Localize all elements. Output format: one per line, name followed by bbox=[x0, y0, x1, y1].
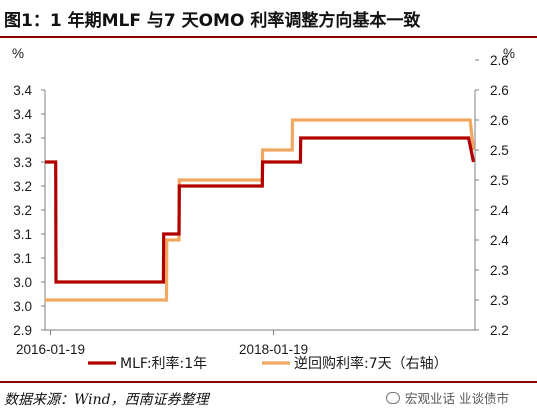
right-tick-label: 2.5 bbox=[490, 143, 509, 158]
right-tick-label: 2.6 bbox=[490, 83, 509, 98]
title-rule bbox=[0, 36, 537, 38]
series-line-reverse-repo bbox=[45, 118, 476, 302]
left-tick-label: 3.2 bbox=[13, 203, 32, 218]
right-tick-label: 2.4 bbox=[490, 203, 509, 218]
x-tick-label: 2016-01-19 bbox=[16, 342, 85, 357]
left-axis-unit: % bbox=[12, 46, 24, 61]
watermark: 宏观业话 业谈债市 bbox=[386, 388, 509, 407]
right-tick-label: 2.3 bbox=[490, 293, 509, 308]
watermark-text: 宏观业话 业谈债市 bbox=[405, 391, 509, 406]
source-rule bbox=[0, 381, 537, 383]
line-chart: % % 2.9 3.0 3.0 3.1 3.1 3.2 3.2 3.3 3.3 3.4 3.4 2.2 2.… bbox=[12, 46, 515, 372]
series-line-mlf bbox=[45, 136, 476, 284]
right-tick-label: 2.5 bbox=[490, 173, 509, 188]
right-tick-label: 2.4 bbox=[490, 233, 509, 248]
right-tick-label: 2.6 bbox=[490, 53, 509, 68]
left-tick-label: 3.1 bbox=[13, 251, 32, 266]
left-tick-label: 3.0 bbox=[13, 275, 32, 290]
legend-label: 逆回购利率:7天（右轴） bbox=[294, 355, 448, 372]
left-tick-label: 3.0 bbox=[13, 299, 32, 314]
left-tick-label: 3.4 bbox=[13, 107, 32, 122]
right-tick-label: 2.2 bbox=[490, 323, 509, 338]
source-note: 数据来源：Wind，西南证券整理 bbox=[4, 392, 209, 408]
left-tick-label: 3.2 bbox=[13, 179, 32, 194]
x-tick-label: 2018-01-19 bbox=[239, 342, 308, 357]
right-axis-unit: % bbox=[503, 46, 515, 61]
left-tick-label: 2.9 bbox=[13, 323, 32, 338]
right-tick-label: 2.3 bbox=[490, 263, 509, 278]
left-tick-label: 3.3 bbox=[13, 155, 32, 170]
figure-title: 图1：1 年期MLF 与7 天OMO 利率调整方向基本一致 bbox=[4, 11, 421, 31]
left-tick-label: 3.3 bbox=[13, 131, 32, 146]
right-tick-label: 2.6 bbox=[490, 113, 509, 128]
left-tick-label: 3.1 bbox=[13, 227, 32, 242]
left-tick-label: 3.4 bbox=[13, 83, 32, 98]
legend-label: MLF:利率:1年 bbox=[120, 355, 207, 372]
wechat-icon bbox=[386, 392, 400, 404]
